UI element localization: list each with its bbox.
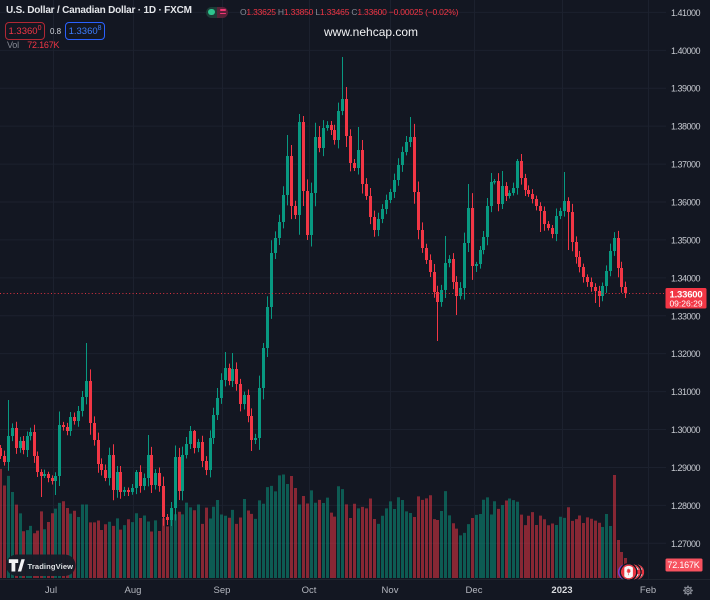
- svg-text:1.31000: 1.31000: [671, 387, 701, 397]
- svg-text:Sep: Sep: [214, 585, 231, 596]
- svg-text:72.167K: 72.167K: [667, 560, 699, 570]
- svg-text:Nov: Nov: [382, 585, 399, 596]
- svg-text:Feb: Feb: [640, 585, 656, 596]
- svg-text:1.30000: 1.30000: [671, 425, 701, 435]
- svg-text:1.41000: 1.41000: [671, 8, 701, 18]
- svg-text:1.39000: 1.39000: [671, 84, 701, 94]
- svg-text:Dec: Dec: [466, 585, 483, 596]
- svg-text:1.36000: 1.36000: [671, 198, 701, 208]
- svg-text:1.37000: 1.37000: [671, 160, 701, 170]
- svg-text:Oct: Oct: [302, 585, 317, 596]
- svg-text:1.32000: 1.32000: [671, 349, 701, 359]
- svg-text:TradingView: TradingView: [28, 562, 74, 571]
- svg-text:1.34000: 1.34000: [671, 273, 701, 283]
- svg-text:Jul: Jul: [45, 585, 57, 596]
- svg-text:1.40000: 1.40000: [671, 46, 701, 56]
- svg-text:1.33600: 1.33600: [670, 290, 703, 301]
- svg-text:09:26:29: 09:26:29: [669, 299, 702, 309]
- svg-text:1.35000: 1.35000: [671, 235, 701, 245]
- svg-text:1.29000: 1.29000: [671, 463, 701, 473]
- svg-text:1.27000: 1.27000: [671, 539, 701, 549]
- svg-text:1.28000: 1.28000: [671, 501, 701, 511]
- svg-text:1.33000: 1.33000: [671, 311, 701, 321]
- svg-text:Aug: Aug: [125, 585, 142, 596]
- svg-text:1.38000: 1.38000: [671, 122, 701, 132]
- svg-text:2023: 2023: [551, 585, 572, 596]
